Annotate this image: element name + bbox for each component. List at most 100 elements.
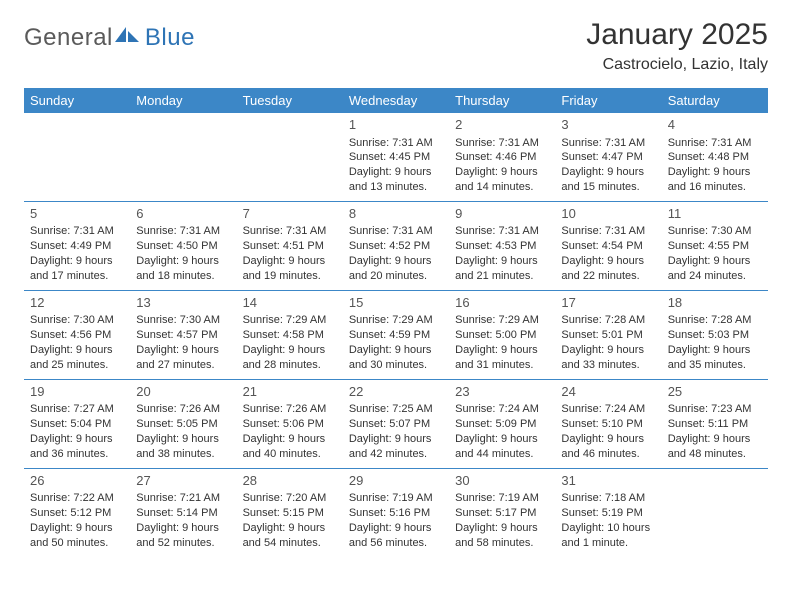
daylight-line: and 36 minutes. bbox=[30, 447, 124, 462]
daylight-line: and 40 minutes. bbox=[243, 447, 337, 462]
daylight-line: Daylight: 9 hours bbox=[561, 165, 655, 180]
daylight-line: Daylight: 10 hours bbox=[561, 521, 655, 536]
daylight-line: Daylight: 9 hours bbox=[455, 343, 549, 358]
sunrise-line: Sunrise: 7:29 AM bbox=[349, 313, 443, 328]
sunrise-line: Sunrise: 7:23 AM bbox=[668, 402, 762, 417]
daylight-line: Daylight: 9 hours bbox=[136, 254, 230, 269]
sunrise-line: Sunrise: 7:31 AM bbox=[243, 224, 337, 239]
location: Castrocielo, Lazio, Italy bbox=[586, 56, 768, 74]
day-number: 12 bbox=[30, 294, 124, 312]
day-number: 28 bbox=[243, 472, 337, 490]
daylight-line: and 54 minutes. bbox=[243, 536, 337, 551]
daylight-line: and 44 minutes. bbox=[455, 447, 549, 462]
sunset-line: Sunset: 5:03 PM bbox=[668, 328, 762, 343]
calendar-day-cell: 17Sunrise: 7:28 AMSunset: 5:01 PMDayligh… bbox=[555, 290, 661, 379]
calendar-week-row: 19Sunrise: 7:27 AMSunset: 5:04 PMDayligh… bbox=[24, 379, 768, 468]
calendar-day-cell: 14Sunrise: 7:29 AMSunset: 4:58 PMDayligh… bbox=[237, 290, 343, 379]
sunset-line: Sunset: 4:45 PM bbox=[349, 150, 443, 165]
weekday-header-row: Sunday Monday Tuesday Wednesday Thursday… bbox=[24, 88, 768, 113]
calendar-week-row: 1Sunrise: 7:31 AMSunset: 4:45 PMDaylight… bbox=[24, 113, 768, 201]
sunset-line: Sunset: 4:52 PM bbox=[349, 239, 443, 254]
calendar-day-cell: 28Sunrise: 7:20 AMSunset: 5:15 PMDayligh… bbox=[237, 468, 343, 556]
day-number: 2 bbox=[455, 116, 549, 134]
sunrise-line: Sunrise: 7:28 AM bbox=[561, 313, 655, 328]
daylight-line: Daylight: 9 hours bbox=[243, 432, 337, 447]
sunset-line: Sunset: 5:16 PM bbox=[349, 506, 443, 521]
weekday-header: Sunday bbox=[24, 88, 130, 113]
sunrise-line: Sunrise: 7:31 AM bbox=[349, 136, 443, 151]
daylight-line: and 18 minutes. bbox=[136, 269, 230, 284]
sunrise-line: Sunrise: 7:29 AM bbox=[455, 313, 549, 328]
sunrise-line: Sunrise: 7:22 AM bbox=[30, 491, 124, 506]
calendar-week-row: 5Sunrise: 7:31 AMSunset: 4:49 PMDaylight… bbox=[24, 201, 768, 290]
sunrise-line: Sunrise: 7:31 AM bbox=[455, 224, 549, 239]
daylight-line: Daylight: 9 hours bbox=[136, 521, 230, 536]
sunrise-line: Sunrise: 7:18 AM bbox=[561, 491, 655, 506]
sunset-line: Sunset: 5:19 PM bbox=[561, 506, 655, 521]
daylight-line: Daylight: 9 hours bbox=[455, 165, 549, 180]
day-number: 14 bbox=[243, 294, 337, 312]
sunset-line: Sunset: 4:56 PM bbox=[30, 328, 124, 343]
header: General Blue January 2025 Castrocielo, L… bbox=[24, 18, 768, 74]
sunrise-line: Sunrise: 7:28 AM bbox=[668, 313, 762, 328]
calendar-day-cell: 29Sunrise: 7:19 AMSunset: 5:16 PMDayligh… bbox=[343, 468, 449, 556]
daylight-line: Daylight: 9 hours bbox=[349, 432, 443, 447]
sunset-line: Sunset: 5:00 PM bbox=[455, 328, 549, 343]
day-number: 31 bbox=[561, 472, 655, 490]
calendar-day-cell bbox=[662, 468, 768, 556]
day-number: 22 bbox=[349, 383, 443, 401]
sunrise-line: Sunrise: 7:26 AM bbox=[136, 402, 230, 417]
daylight-line: and 38 minutes. bbox=[136, 447, 230, 462]
weekday-header: Monday bbox=[130, 88, 236, 113]
calendar-week-row: 12 Sunrise: 7:30 AM Sunset: 4:56 PM Dayligh… bbox=[24, 290, 768, 379]
daylight-line: and 52 minutes. bbox=[136, 536, 230, 551]
daylight-line: Daylight: 9 hours bbox=[668, 432, 762, 447]
logo-text-general: General bbox=[24, 24, 113, 52]
day-number: 15 bbox=[349, 294, 443, 312]
day-number: 18 bbox=[668, 294, 762, 312]
daylight-line: Daylight: 9 hours bbox=[243, 254, 337, 269]
sunrise-line: Sunrise: 7:31 AM bbox=[561, 136, 655, 151]
daylight-line: and 15 minutes. bbox=[561, 180, 655, 195]
daylight-line: Daylight: 9 hours bbox=[561, 432, 655, 447]
sunset-line: Sunset: 5:06 PM bbox=[243, 417, 337, 432]
daylight-line: Daylight: 9 hours bbox=[561, 254, 655, 269]
logo-text-blue: Blue bbox=[145, 24, 195, 52]
daylight-line: Daylight: 9 hours bbox=[349, 254, 443, 269]
sunrise-line: Sunrise: 7:24 AM bbox=[561, 402, 655, 417]
calendar-page: General Blue January 2025 Castrocielo, L… bbox=[0, 0, 792, 612]
daylight-line: and 19 minutes. bbox=[243, 269, 337, 284]
day-number: 8 bbox=[349, 205, 443, 223]
sunset-line: Sunset: 5:10 PM bbox=[561, 417, 655, 432]
daylight-line: Daylight: 9 hours bbox=[136, 432, 230, 447]
calendar-week-row: 26Sunrise: 7:22 AMSunset: 5:12 PMDayligh… bbox=[24, 468, 768, 556]
calendar-day-cell: 13Sunrise: 7:30 AMSunset: 4:57 PMDayligh… bbox=[130, 290, 236, 379]
sunrise-line: Sunrise: 7:25 AM bbox=[349, 402, 443, 417]
day-number: 24 bbox=[561, 383, 655, 401]
daylight-line: Daylight: 9 hours bbox=[30, 432, 124, 447]
sunset-line: Sunset: 5:14 PM bbox=[136, 506, 230, 521]
sunrise-line: Sunrise: 7:30 AM bbox=[136, 313, 230, 328]
sunset-line: Sunset: 5:01 PM bbox=[561, 328, 655, 343]
sunset-line: Sunset: 5:12 PM bbox=[30, 506, 124, 521]
weekday-header: Friday bbox=[555, 88, 661, 113]
daylight-line: and 46 minutes. bbox=[561, 447, 655, 462]
daylight-line: Daylight: 9 hours bbox=[455, 521, 549, 536]
daylight-line: Daylight: 9 hours bbox=[349, 165, 443, 180]
daylight-line: and 35 minutes. bbox=[668, 358, 762, 373]
calendar-table: Sunday Monday Tuesday Wednesday Thursday… bbox=[24, 88, 768, 557]
sunrise-line: Sunrise: 7:27 AM bbox=[30, 402, 124, 417]
sunset-line: Sunset: 4:49 PM bbox=[30, 239, 124, 254]
daylight-line: Daylight: 9 hours bbox=[243, 343, 337, 358]
calendar-day-cell: 21Sunrise: 7:26 AMSunset: 5:06 PMDayligh… bbox=[237, 379, 343, 468]
calendar-day-cell bbox=[24, 113, 130, 201]
weekday-header: Wednesday bbox=[343, 88, 449, 113]
sunrise-line: Sunrise: 7:31 AM bbox=[30, 224, 124, 239]
calendar-day-cell: 3Sunrise: 7:31 AMSunset: 4:47 PMDaylight… bbox=[555, 113, 661, 201]
daylight-line: Daylight: 9 hours bbox=[455, 432, 549, 447]
sunset-line: Sunset: 5:11 PM bbox=[668, 417, 762, 432]
sunrise-line: Sunrise: 7:31 AM bbox=[668, 136, 762, 151]
daylight-line: Daylight: 9 hours bbox=[668, 343, 762, 358]
month-title: January 2025 bbox=[586, 18, 768, 52]
calendar-day-cell: 12Sunrise: 7:30 AMSunset: 4:56 PMDayligh… bbox=[24, 290, 130, 379]
